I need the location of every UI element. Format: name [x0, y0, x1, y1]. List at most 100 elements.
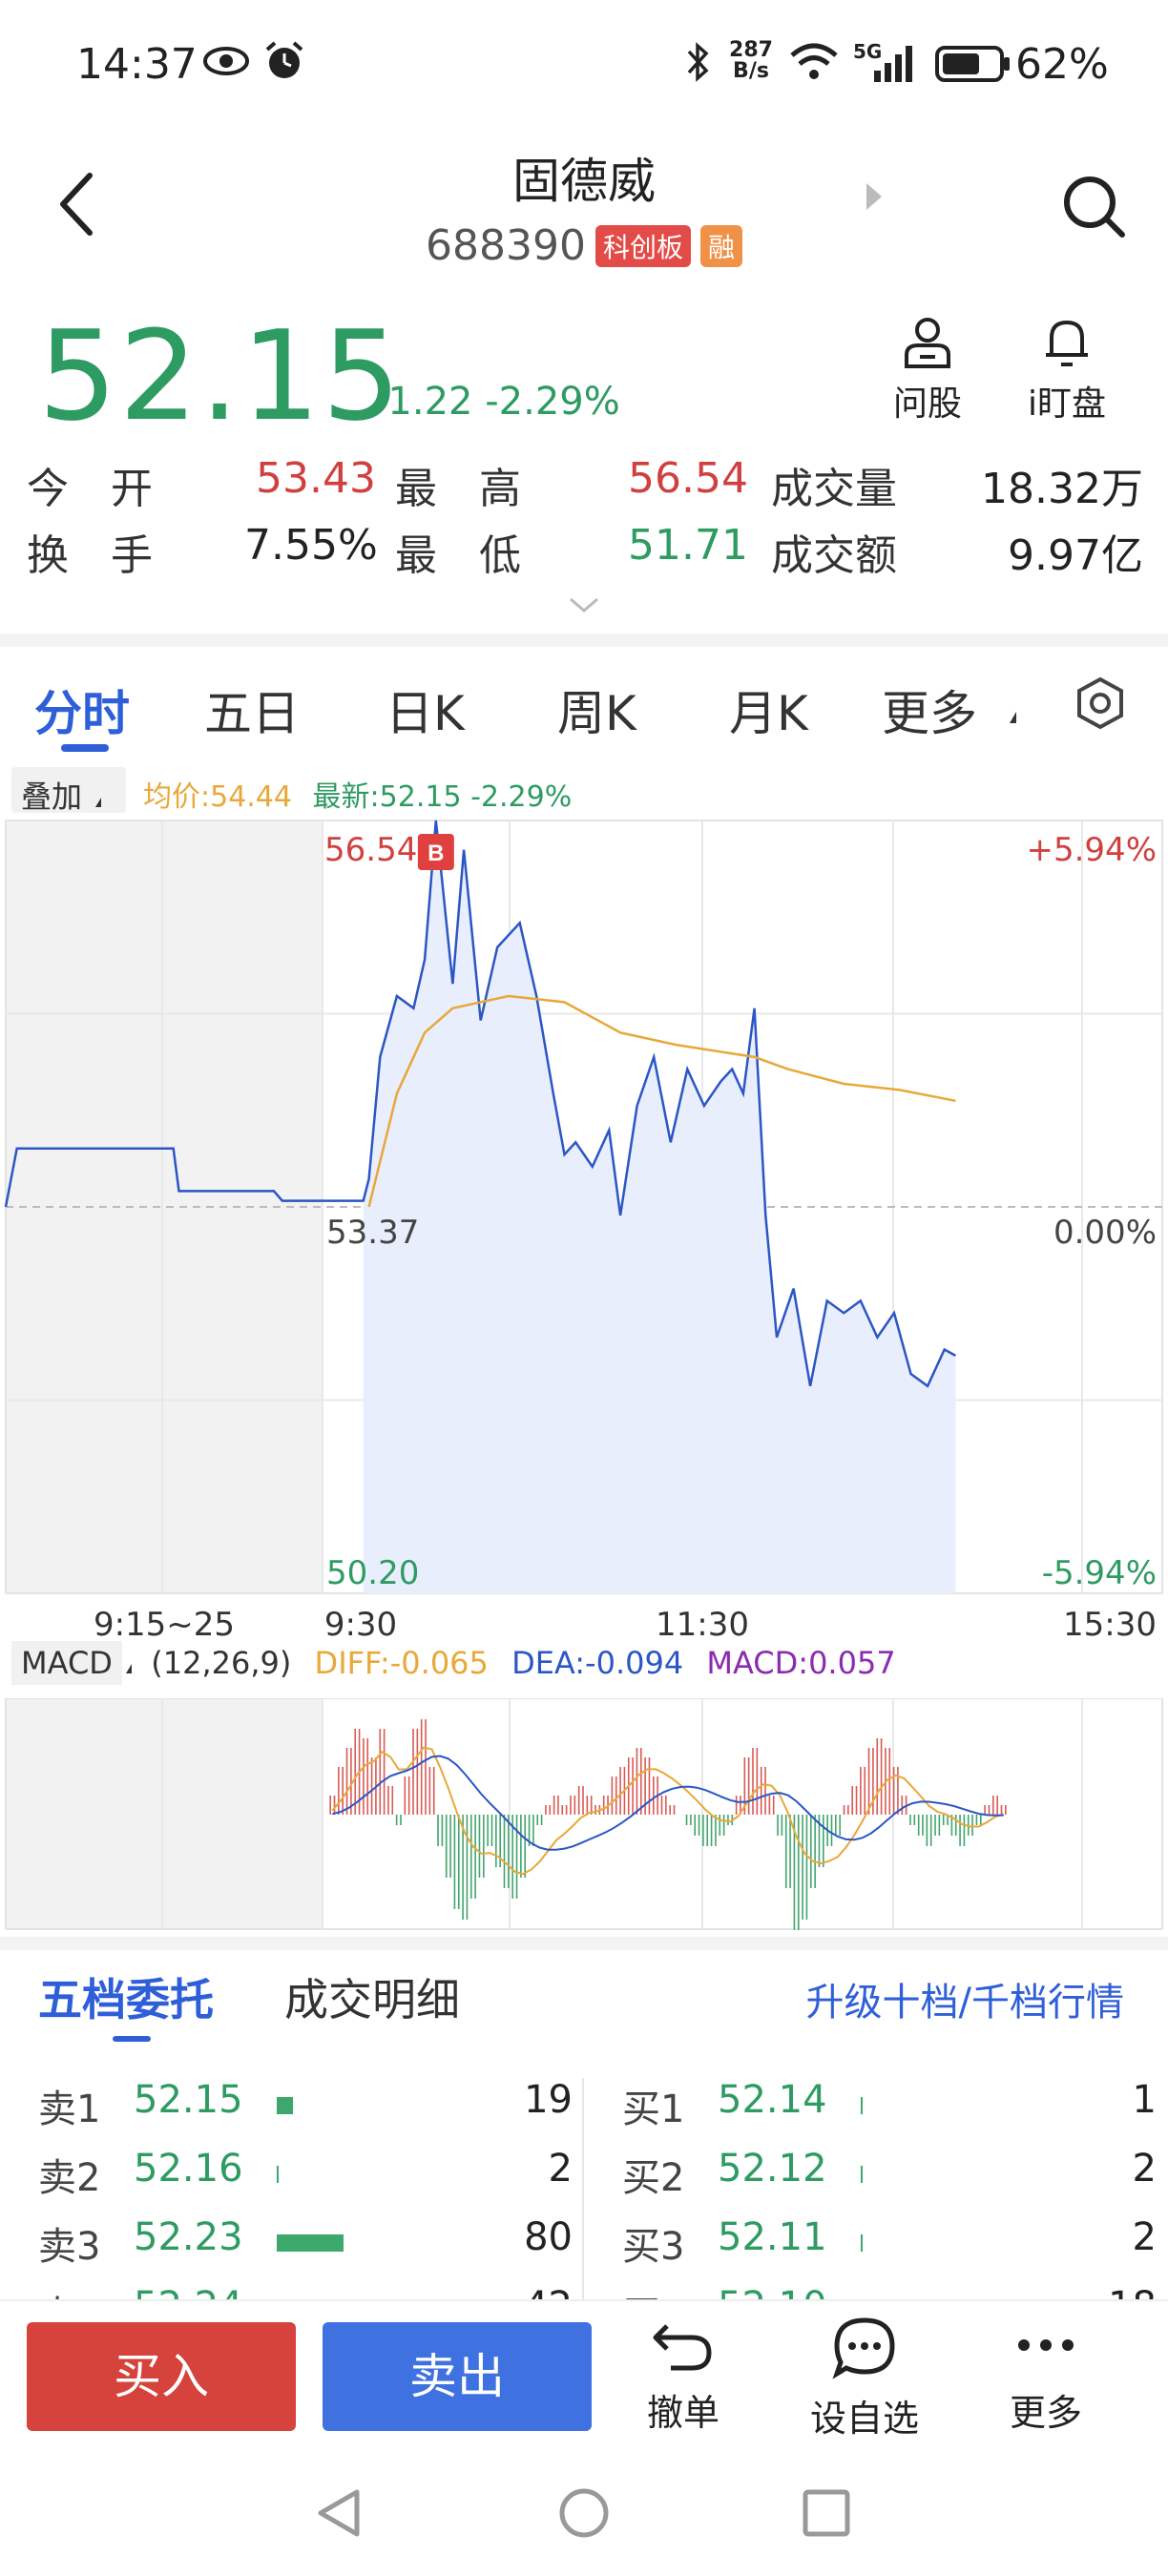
pre-close-pct-label: 0.00% — [1053, 1214, 1157, 1252]
order-book-tab-indicator — [113, 2036, 151, 2042]
search-icon[interactable] — [1059, 172, 1130, 242]
ask-stock-button[interactable]: 问股 — [870, 315, 985, 426]
macd-legend: MACD (12,26,9) DIFF:-0.065 DEA:-0.094 MA… — [11, 1641, 896, 1685]
sell-order-row[interactable]: 卖4 52.24 42 — [38, 2284, 573, 2299]
add-watchlist-button[interactable]: 设自选 — [807, 2316, 922, 2441]
macd-chart — [5, 1698, 1163, 1930]
battery-icon — [935, 46, 1012, 86]
watch-button[interactable]: i盯盘 — [1010, 315, 1124, 426]
price-area-fill — [363, 821, 956, 1593]
more-label: 更多 — [1009, 2392, 1082, 2434]
stats-row-2: 换 手 7.55% 最 低 51.71 成交额 9.97亿 — [27, 521, 1143, 580]
macd-frame — [5, 1698, 1163, 1930]
more-button[interactable]: 更多 — [989, 2316, 1103, 2436]
section-divider — [0, 634, 1168, 647]
sell-volume-bar — [277, 2097, 293, 2114]
stock-code-row: 688390 科创板 融 — [0, 221, 1168, 270]
network-type: 5G — [853, 40, 883, 63]
amount-label: 成交额 — [771, 531, 897, 580]
overlay-button[interactable]: 叠加 — [11, 767, 126, 815]
add-watchlist-label: 设自选 — [809, 2398, 919, 2440]
eye-icon — [202, 44, 250, 82]
low-value: 51.71 — [628, 521, 748, 570]
tab-five-day[interactable]: 五日 — [204, 686, 300, 741]
nav-back-icon[interactable] — [315, 2486, 365, 2540]
buy-order-row[interactable]: 买3 52.11 2 — [622, 2215, 1157, 2282]
buy-volume: 2 — [1132, 2147, 1157, 2191]
avg-price-line — [367, 994, 956, 1208]
buy-level-label: 买1 — [622, 2088, 685, 2131]
back-button[interactable] — [55, 170, 97, 239]
chart-book-divider — [0, 1937, 1168, 1950]
buy-level-label: 买3 — [622, 2225, 685, 2269]
sell-level-label: 卖3 — [38, 2225, 101, 2269]
sell-level-label: 卖2 — [38, 2156, 101, 2200]
buy-button[interactable]: 买入 — [27, 2322, 296, 2431]
buy-order-row[interactable]: 买1 52.14 1 — [622, 2078, 1157, 2145]
chat-dots-icon — [832, 2317, 895, 2379]
sell-order-row[interactable]: 卖2 52.16 2 — [38, 2147, 573, 2213]
intraday-chart[interactable]: B 56.54 +5.94% 53.37 0.00% 50.20 -5.94% 9:15~25… — [0, 819, 1168, 1935]
tab-intraday[interactable]: 分时 — [34, 686, 130, 741]
bell-icon — [1046, 320, 1088, 366]
tab-more-dropdown-icon — [1010, 712, 1016, 723]
tab-trade-detail[interactable]: 成交明细 — [284, 1974, 460, 2025]
buy-marker — [417, 834, 454, 870]
buy-volume-bar — [861, 2166, 864, 2183]
nav-home-icon[interactable] — [557, 2486, 611, 2540]
upgrade-link[interactable]: 升级十档/千档行情 — [805, 1981, 1124, 2025]
bluetooth-icon — [683, 40, 712, 88]
buy-order-row[interactable]: 买2 52.12 2 — [622, 2147, 1157, 2213]
tab-weekly-k[interactable]: 周K — [557, 686, 636, 741]
tab-monthly-k[interactable]: 月K — [729, 686, 808, 741]
net-speed-unit: B/s — [733, 59, 769, 83]
sell-price: 52.15 — [134, 2078, 243, 2122]
price-change: -1.22 -2.29% — [374, 380, 620, 424]
macd-value: MACD:0.057 — [706, 1645, 896, 1681]
tab-daily-k[interactable]: 日K — [386, 686, 465, 741]
sell-volume: 80 — [524, 2215, 573, 2259]
sell-volume: 2 — [548, 2147, 573, 2191]
sell-volume: 42 — [524, 2284, 573, 2299]
macd-dea: DEA:-0.094 — [511, 1645, 684, 1681]
more-dots-icon — [1018, 2339, 1074, 2351]
sell-order-row[interactable]: 卖3 52.23 80 — [38, 2215, 573, 2282]
sell-volume: 19 — [524, 2078, 573, 2122]
x-tick-label-3: 15:30 — [1063, 1606, 1157, 1644]
tab-more[interactable]: 更多 — [882, 686, 977, 741]
x-tick-label-1: 9:30 — [324, 1606, 397, 1644]
cancel-order-button[interactable]: 撤单 — [626, 2316, 740, 2436]
sell-order-row[interactable]: 卖1 52.15 19 — [38, 2078, 573, 2145]
sell-button[interactable]: 卖出 — [323, 2322, 592, 2431]
sell-level-label: 卖1 — [38, 2088, 101, 2131]
sell-volume-bar — [277, 2166, 280, 2183]
volume-label: 成交量 — [771, 465, 897, 513]
overlay-label: 叠加 — [21, 779, 83, 815]
ask-stock-label: 问股 — [892, 384, 962, 424]
cancel-order-label: 撤单 — [646, 2392, 720, 2434]
high-value: 56.54 — [628, 454, 748, 503]
buy-level-label: 买2 — [622, 2156, 685, 2200]
macd-dea-line — [332, 1755, 1004, 1851]
status-time: 14:37 — [76, 40, 198, 89]
macd-label[interactable]: MACD — [11, 1641, 122, 1685]
sell-price: 52.16 — [134, 2147, 243, 2191]
stock-name: 固德威 — [512, 154, 656, 209]
macd-premarket-background — [6, 1698, 323, 1929]
buy-volume: 18 — [1108, 2284, 1157, 2299]
turnover-label: 换 手 — [27, 531, 153, 580]
expand-chevron-icon[interactable] — [567, 595, 601, 620]
tab-order-book[interactable]: 五档委托 — [38, 1974, 214, 2025]
buy-order-row[interactable]: 买4 52.10 18 — [622, 2284, 1157, 2299]
nav-recents-icon[interactable] — [802, 2488, 851, 2538]
buy-volume: 1 — [1132, 2078, 1157, 2122]
margin-tag: 融 — [699, 224, 742, 267]
macd-diff-line — [331, 1746, 1004, 1876]
buy-price: 52.11 — [718, 2215, 827, 2259]
order-book: 卖1 52.15 19 卖2 52.16 2 卖3 52.23 80 卖4 52.24 42 买1 52.… — [0, 2061, 1168, 2299]
pre-close-label: 53.37 — [326, 1214, 419, 1252]
chart-settings-icon[interactable] — [1073, 675, 1128, 735]
x-tick-label-2: 11:30 — [656, 1606, 749, 1644]
next-stock-arrow-icon[interactable] — [866, 183, 882, 210]
alarm-icon — [263, 40, 305, 86]
